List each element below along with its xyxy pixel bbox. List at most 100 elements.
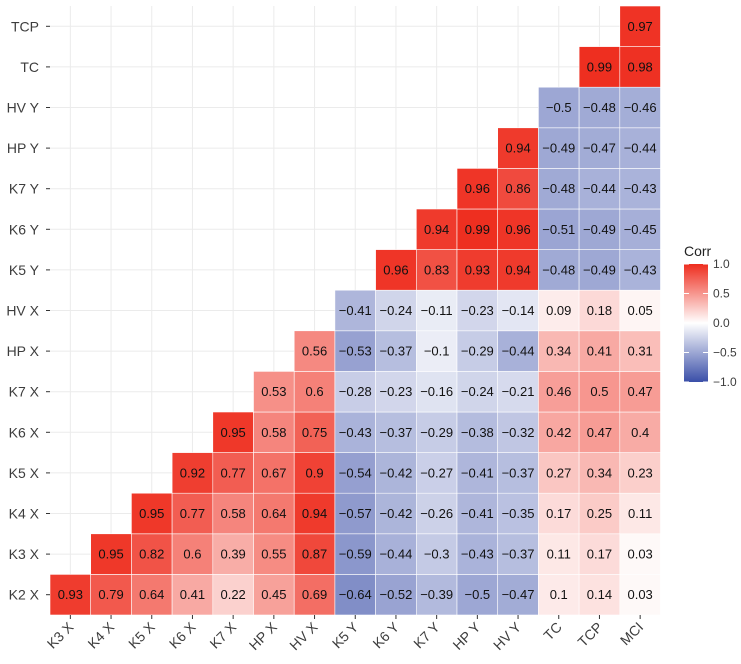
x-tick-label: HV X [286,618,321,653]
y-tick-label: K7 X [9,384,40,400]
x-tick-label: K5 X [125,618,158,651]
heatmap-cell [375,452,417,494]
heatmap-cell [538,127,580,169]
cell-value-label: −0.42 [379,506,412,521]
x-tick-label: K3 X [44,618,77,651]
heatmap-cell [619,5,661,47]
heatmap-cell [334,574,376,616]
heatmap-cell [375,492,417,535]
cell-value-label: 0.69 [302,587,327,602]
cell-value-label: −0.52 [379,587,412,602]
cell-value-label: 0.83 [424,262,449,277]
cell-value-label: −0.37 [379,344,412,359]
cell-value-label: −0.64 [339,587,372,602]
heatmap-cell [131,492,173,535]
cell-value-label: 0.6 [306,384,324,399]
heatmap-cell [538,411,580,453]
heatmap-cell [619,574,661,616]
cell-value-label: −0.37 [502,547,535,562]
cell-value-label: 0.93 [465,262,490,277]
cell-value-label: 0.25 [587,506,612,521]
heatmap-cell [456,168,499,210]
cell-value-label: 0.47 [587,425,612,440]
cell-value-label: 0.96 [465,181,490,196]
heatmap-cell [90,574,132,616]
y-tick-label: K2 X [9,587,40,603]
cell-value-label: 0.96 [505,222,530,237]
cell-value-label: −0.48 [542,181,575,196]
cell-value-label: −0.3 [424,547,450,562]
heatmap-cell [212,411,254,453]
cell-value-label: 0.5 [590,384,608,399]
heatmap-cell [456,208,499,250]
cell-value-label: 0.42 [546,425,571,440]
cell-value-label: 0.17 [546,506,571,521]
heatmap-cell [456,371,499,413]
heatmap-cell [578,249,621,291]
cell-value-label: −0.11 [421,303,453,318]
cell-value-label: −0.57 [339,506,372,521]
heatmap-cells: 0.93 0.79 0.64 0.41 0.22 0.45 0.69 −0.64 −0.52 −0… [49,5,661,616]
y-tick-label: K7 Y [9,181,40,197]
heatmap-cell [578,208,621,250]
y-tick-label: K5 X [9,465,40,481]
cell-value-label: 0.82 [139,547,164,562]
cell-value-label: −0.47 [583,141,616,156]
cell-value-label: 0.87 [302,547,327,562]
heatmap-cell [415,452,458,494]
heatmap-cell [538,452,580,494]
cell-value-label: −0.49 [583,262,616,277]
cell-value-label: −0.44 [379,547,412,562]
y-tick-label: K3 X [9,546,40,562]
cell-value-label: −0.39 [420,587,453,602]
cell-value-label: −0.16 [420,384,453,399]
cell-value-label: 0.9 [306,465,324,480]
heatmap-cell [497,574,539,616]
cell-value-label: −0.49 [583,222,616,237]
cell-value-label: 0.95 [98,547,123,562]
heatmap-cell [293,533,336,575]
cell-value-label: 0.14 [587,587,612,602]
heatmap-cell [212,574,254,616]
x-tick-label: K6 X [166,618,199,651]
cell-value-label: −0.35 [502,506,535,521]
cell-value-label: 0.34 [546,344,571,359]
cell-value-label: −0.14 [502,303,535,318]
heatmap-cell [456,289,499,332]
cell-value-label: 0.94 [505,262,530,277]
y-tick-label: K6 Y [9,221,40,237]
cell-value-label: 0.94 [302,506,327,521]
cell-value-label: −0.48 [583,100,616,115]
cell-value-label: −0.47 [502,587,535,602]
heatmap-cell [619,168,661,210]
cell-value-label: −0.41 [339,303,372,318]
cell-value-label: 0.41 [180,587,205,602]
cell-value-label: 0.97 [627,19,652,34]
heatmap-cell [415,289,458,332]
legend: Corr 1.0 0.5 0.0 −0.5 −1.0 [684,243,737,389]
heatmap-cell [538,208,580,250]
cell-value-label: −0.5 [465,587,491,602]
heatmap-cell [293,492,336,535]
cell-value-label: 0.92 [180,465,205,480]
cell-value-label: −0.24 [379,303,412,318]
legend-title: Corr [684,243,712,259]
cell-value-label: 0.45 [261,587,286,602]
cell-value-label: 0.77 [220,465,245,480]
heatmap-cell [578,371,621,413]
legend-tick-label: 0.5 [713,287,730,301]
heatmap-cell [456,411,499,453]
heatmap-cell [131,533,173,575]
cell-value-label: −0.29 [461,344,494,359]
x-tick-label: K5 Y [329,618,362,651]
y-tick-label: TC [20,59,39,75]
cell-value-label: −0.54 [339,465,372,480]
x-tick-label: TCP [574,619,605,650]
heatmap-cell [456,330,499,372]
cell-value-label: −0.53 [339,344,372,359]
cell-value-label: −0.43 [339,425,372,440]
y-tick-label: HV X [6,303,39,319]
cell-value-label: 0.99 [465,222,490,237]
heatmap-cell [497,452,539,494]
cell-value-label: −0.26 [420,506,453,521]
